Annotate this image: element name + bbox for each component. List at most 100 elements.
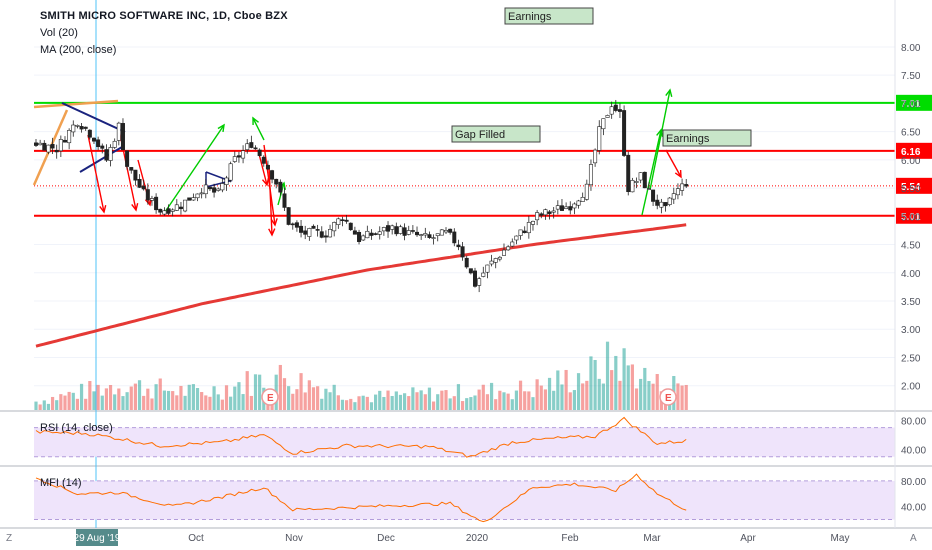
candle-body [539, 213, 544, 216]
volume-bar [59, 394, 63, 410]
candle-body [91, 137, 96, 142]
price-levels[interactable]: 7.01 6.16 5.54 5.01 [34, 94, 932, 224]
trend-arrow[interactable] [277, 182, 285, 206]
indicator-label[interactable]: MFI (14) [40, 477, 82, 489]
annotation-box[interactable] [451, 125, 541, 143]
candle-body [352, 230, 357, 235]
volume-bar [79, 383, 84, 410]
auto-scale-label[interactable]: A [910, 533, 917, 544]
volume-bar [142, 395, 146, 410]
level-badge[interactable] [896, 177, 932, 194]
indicator-label[interactable]: RSI (14, close) [40, 422, 113, 434]
volume-bar [162, 390, 166, 410]
volume-bar [589, 356, 593, 410]
volume-bar [100, 395, 104, 410]
candle-body [390, 225, 395, 230]
volume-bar [531, 397, 535, 410]
volume-bar [158, 378, 162, 410]
trend-arrow[interactable] [665, 149, 682, 178]
candle-body [667, 197, 672, 205]
volume-bar [415, 392, 419, 410]
triangle-lower[interactable] [79, 146, 123, 173]
level-badge[interactable] [896, 207, 932, 224]
orange-trend-line[interactable] [33, 99, 119, 109]
ma-indicator-label[interactable]: MA (200, close) [40, 44, 117, 56]
candle-body [622, 110, 627, 156]
price-axis[interactable]: 8.00 7.50 7.00 6.50 6.00 5.50 5.00 4.50 4.00 3.50… [894, 0, 926, 528]
volume-indicator-label[interactable]: Vol (20) [40, 27, 78, 39]
annotations[interactable]: Earnings Gap Filled Earnings E E [261, 7, 752, 406]
volume-bar [382, 396, 386, 410]
candle-body [605, 115, 610, 118]
volume-bar [258, 374, 262, 410]
candle-body [340, 219, 345, 221]
price-tick-label: 5.00 [901, 212, 921, 223]
trend-arrow[interactable] [87, 134, 105, 213]
volume-bar [572, 390, 576, 410]
candle-body [481, 272, 486, 277]
candle-body [497, 256, 502, 260]
mfi-pane[interactable]: MFI (14) [34, 473, 895, 523]
volume-bar [543, 389, 548, 410]
candle-body [38, 142, 43, 146]
candle-body [257, 149, 262, 156]
triangle-upper[interactable] [61, 102, 126, 133]
volume-bar [448, 398, 452, 410]
annotation-box[interactable] [662, 129, 752, 147]
level-badge[interactable] [896, 94, 932, 111]
earnings-marker[interactable] [261, 388, 279, 406]
volume-bar [249, 395, 253, 410]
candle-body [299, 225, 304, 233]
candle-body [323, 235, 328, 238]
candle-body [79, 126, 84, 130]
candle-body [485, 264, 490, 273]
candle-body [386, 225, 391, 232]
candle-body [510, 241, 515, 247]
rsi-pane[interactable]: RSI (14, close) [34, 416, 895, 458]
candle-body [170, 209, 175, 212]
candle-body [427, 234, 432, 238]
trend-drawings[interactable] [32, 88, 682, 237]
orange-trend-line[interactable] [32, 109, 69, 186]
candle-body [617, 109, 622, 112]
volume-bar [655, 374, 659, 410]
volume-bar [332, 384, 336, 410]
trend-arrow[interactable] [164, 124, 225, 213]
volume-bar [191, 384, 195, 410]
annotation-box[interactable] [504, 7, 594, 25]
candle-body [651, 189, 656, 202]
candle-body [584, 183, 589, 200]
candle-body [402, 227, 407, 236]
zoom-reset-label[interactable]: Z [6, 533, 13, 544]
trend-arrow[interactable] [641, 129, 662, 216]
candle-body [311, 225, 316, 229]
volume-bar [237, 382, 241, 410]
candle-body [191, 197, 196, 201]
candle-body [609, 106, 614, 115]
volume-bar [84, 398, 88, 410]
candle-body [543, 209, 548, 216]
volume-bar [216, 394, 220, 410]
level-badge[interactable] [896, 142, 932, 159]
trend-arrow[interactable] [649, 89, 671, 191]
volume-bar [597, 378, 601, 410]
candle-body [145, 189, 150, 201]
candle-body [634, 181, 639, 183]
volume-bar [494, 399, 498, 410]
candle-body [646, 188, 651, 190]
volume-bar [626, 365, 630, 410]
candle-body [307, 228, 312, 237]
time-tick-label: Feb [561, 533, 579, 544]
arrow-head [665, 88, 673, 97]
candle-body [547, 211, 552, 214]
volume-bar [129, 386, 133, 410]
time-tick-label: Dec [377, 533, 395, 544]
time-axis[interactable]: 29 Aug '19 Oct Nov Dec 2020 Feb Mar Apr May [74, 529, 850, 546]
earnings-marker[interactable] [659, 388, 677, 406]
trend-arrow[interactable] [252, 117, 265, 141]
volume-bar [556, 370, 560, 410]
symbol-title[interactable]: SMITH MICRO SOFTWARE INC, 1D, Cboe BZX [40, 10, 288, 22]
candle-body [141, 185, 146, 190]
trend-arrow[interactable] [268, 164, 273, 236]
